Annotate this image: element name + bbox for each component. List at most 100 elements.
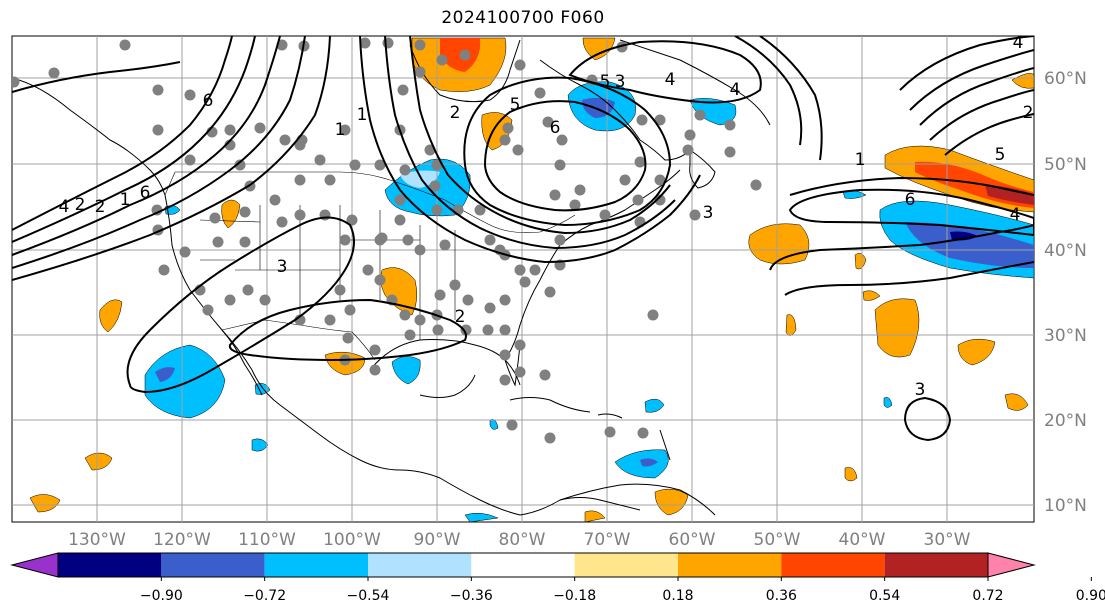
contour-loop-east-inner <box>483 100 647 212</box>
station-marker <box>254 122 266 134</box>
contour-value-label: 1 <box>120 190 131 210</box>
contour-value-label: 1 <box>335 120 346 140</box>
station-marker <box>374 159 386 171</box>
station-marker <box>234 159 246 171</box>
station-marker <box>604 426 616 438</box>
positive-anomaly-pacific-west <box>99 299 123 333</box>
colorbar-extend-low <box>10 552 59 578</box>
station-marker <box>647 309 659 321</box>
station-marker <box>682 144 694 156</box>
contour-east-3 <box>409 36 671 235</box>
station-marker <box>394 214 406 226</box>
station-marker <box>637 427 649 439</box>
contour-atlantic-band <box>789 176 1034 196</box>
station-marker <box>636 114 648 126</box>
coastline-cuba <box>509 397 591 413</box>
station-marker <box>404 329 416 341</box>
contour-east-1 <box>359 36 701 264</box>
contour-labrador-3 <box>759 36 823 161</box>
station-marker <box>269 194 281 206</box>
longitude-label: 100°W <box>323 530 381 550</box>
station-marker <box>544 432 556 444</box>
station-marker <box>349 159 361 171</box>
contour-ne-1 <box>899 36 1034 91</box>
coastline-gulf <box>369 339 521 386</box>
positive-anomaly-atlantic-small-4 <box>844 467 858 482</box>
coastlines <box>12 39 771 516</box>
contour-value-label: 2 <box>1023 103 1034 123</box>
positive-anomaly-atlantic-north <box>1011 73 1034 89</box>
station-marker <box>362 264 374 276</box>
colorbar-tick-label: 0.72 <box>972 588 1003 604</box>
station-marker <box>359 37 371 49</box>
station-marker <box>459 49 471 61</box>
station-marker <box>506 419 518 431</box>
contour-value-label: 1 <box>357 105 368 125</box>
longitude-label: 50°W <box>754 530 801 550</box>
station-marker <box>542 116 554 128</box>
latitude-label: 30°N <box>1044 326 1087 346</box>
contour-west-6 <box>12 61 181 93</box>
station-marker <box>460 324 472 336</box>
station-marker <box>482 324 494 336</box>
longitude-label: 40°W <box>839 530 886 550</box>
station-marker <box>119 39 131 51</box>
station-marker <box>374 274 386 286</box>
station-marker <box>514 366 526 378</box>
coastline-south-america <box>559 483 716 516</box>
station-marker <box>259 294 271 306</box>
contour-value-label: 4 <box>1013 33 1024 53</box>
contour-loop-west <box>126 216 355 394</box>
positive-anomaly-atlantic-mid <box>874 298 920 358</box>
contour-value-label: 6 <box>203 91 214 111</box>
contour-value-label: 1 <box>855 150 866 170</box>
colorbar-swatch <box>678 553 782 577</box>
colorbar-tick-label: −0.72 <box>243 588 286 604</box>
station-marker <box>499 294 511 306</box>
station-marker <box>394 194 406 206</box>
station-marker <box>512 144 524 156</box>
station-marker <box>554 234 566 246</box>
positive-anomaly-pacific-south <box>84 452 113 471</box>
station-marker <box>369 364 381 376</box>
station-marker <box>414 39 426 51</box>
coastline-hispaniola <box>597 413 623 419</box>
station-marker <box>619 174 631 186</box>
coastline-west <box>164 194 641 516</box>
station-marker <box>499 349 511 361</box>
colorbar-swatch <box>781 553 885 577</box>
station-marker <box>224 124 236 136</box>
station-marker <box>724 119 736 131</box>
contour-ne-5 <box>944 113 1034 156</box>
station-marker <box>334 284 346 296</box>
colorbar-tick-label: −0.36 <box>450 588 493 604</box>
map-title: 2024100700 F060 <box>441 8 605 28</box>
contour-value-label: 2 <box>455 307 466 327</box>
latitude-axis: 60°N 50°N 40°N 30°N 20°N 10°N <box>1044 69 1087 516</box>
station-marker <box>474 204 486 216</box>
latitude-label: 20°N <box>1044 411 1087 431</box>
contour-value-label: 4 <box>730 80 741 100</box>
station-marker <box>152 124 164 136</box>
station-marker <box>432 324 444 336</box>
contour-value-label: 6 <box>905 190 916 210</box>
station-marker <box>399 164 411 176</box>
strong-negative-ne-atlantic <box>905 222 1034 268</box>
station-marker <box>554 159 566 171</box>
station-marker <box>499 324 511 336</box>
contour-value-label: 3 <box>703 203 714 223</box>
positive-anomaly-caribbean <box>654 488 689 516</box>
station-marker <box>549 189 561 201</box>
contour-ne-4 <box>929 89 1034 141</box>
contour-value-label: 4 <box>1010 205 1021 225</box>
station-marker <box>569 199 581 211</box>
colorbar-tick-label: −0.54 <box>347 588 390 604</box>
contour-west-3 <box>12 36 281 256</box>
station-marker <box>556 134 568 146</box>
contour-labrador-2 <box>734 36 803 146</box>
station-marker <box>402 234 414 246</box>
station-marker <box>324 174 336 186</box>
coastline-newfoundland <box>689 149 716 189</box>
